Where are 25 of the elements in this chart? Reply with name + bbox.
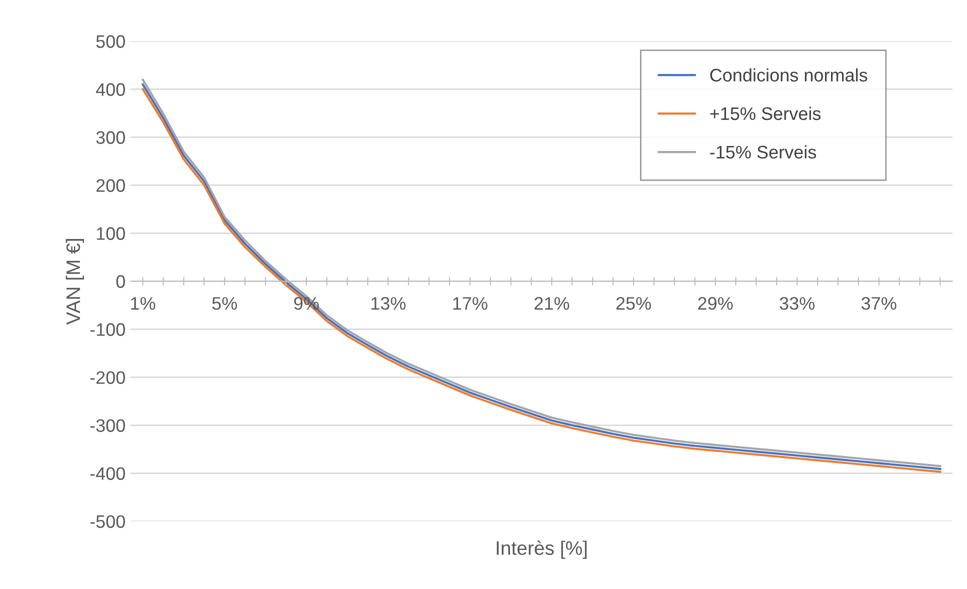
x-tick-label: 25% <box>616 297 651 310</box>
y-tick-label: 300 <box>96 131 125 144</box>
x-tick-label: 29% <box>698 297 733 310</box>
legend-label: -15% Serveis <box>710 145 816 159</box>
y-tick-label: -200 <box>90 371 125 384</box>
y-tick-label: 400 <box>96 83 125 96</box>
x-tick-label: 13% <box>371 297 406 310</box>
y-tick-label: -300 <box>90 419 125 432</box>
x-tick-label: 37% <box>862 297 896 310</box>
x-tick-label: 5% <box>212 297 238 310</box>
y-tick-label: 500 <box>96 35 125 48</box>
y-tick-label: 0 <box>116 275 125 288</box>
x-tick-label: 21% <box>534 297 570 310</box>
y-tick-label: -400 <box>90 467 125 480</box>
y-tick-label: -100 <box>90 323 125 336</box>
y-axis-title: VAN [M €] <box>66 239 84 325</box>
y-tick-label: 100 <box>96 227 125 240</box>
legend-label: +15% Serveis <box>710 106 821 120</box>
x-tick-label: 33% <box>780 297 815 310</box>
x-tick-label: 17% <box>453 297 488 310</box>
y-tick-label: -500 <box>90 515 125 528</box>
y-tick-label: 200 <box>96 179 125 192</box>
x-tick-label: 1% <box>131 297 156 310</box>
x-axis-title: Interès [%] <box>496 540 587 559</box>
legend-label: Condicions normals <box>710 68 868 82</box>
